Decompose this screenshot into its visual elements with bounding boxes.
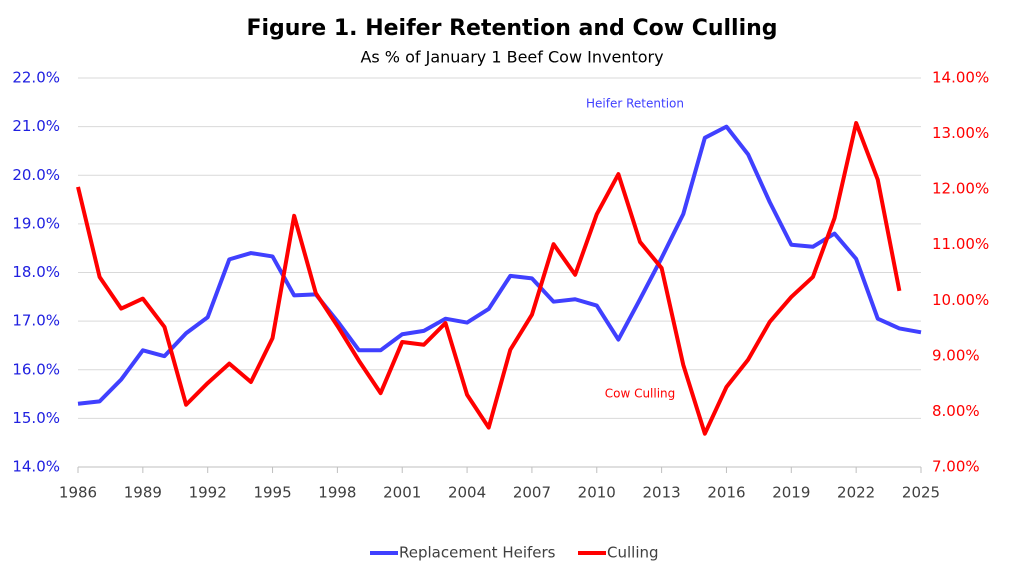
y2-tick-label: 9.00%: [932, 346, 980, 364]
y-tick-label: 14.0%: [12, 458, 60, 476]
x-tick-label: 2019: [772, 484, 810, 502]
y2-tick-label: 10.00%: [932, 291, 989, 309]
y-tick-label: 21.0%: [12, 117, 60, 135]
chart-title: Figure 1. Heifer Retention and Cow Culli…: [246, 16, 777, 41]
legend-label: Replacement Heifers: [399, 544, 556, 562]
y-tick-label: 22.0%: [12, 69, 60, 87]
y-tick-label: 16.0%: [12, 360, 60, 378]
legend-label: Culling: [607, 544, 659, 562]
x-tick-label: 2001: [383, 484, 421, 502]
x-tick-label: 1989: [124, 484, 162, 502]
y-tick-label: 18.0%: [12, 263, 60, 281]
x-tick-label: 2007: [513, 484, 551, 502]
y2-tick-label: 13.00%: [932, 124, 989, 142]
series-line: [76, 121, 902, 436]
y2-tick-label: 8.00%: [932, 402, 980, 420]
y-tick-label: 19.0%: [12, 214, 60, 232]
x-tick-label: 2013: [643, 484, 681, 502]
series-line: [77, 124, 922, 406]
x-tick-label: 1998: [318, 484, 356, 502]
x-tick-label: 2022: [837, 484, 875, 502]
y-tick-label: 20.0%: [12, 166, 60, 184]
x-tick-label: 1995: [253, 484, 291, 502]
y2-tick-label: 14.00%: [932, 69, 989, 87]
y-tick-label: 17.0%: [12, 312, 60, 330]
x-tick-label: 2004: [448, 484, 486, 502]
annotation: Cow Culling: [605, 387, 676, 401]
chart-subtitle: As % of January 1 Beef Cow Inventory: [360, 48, 663, 67]
annotation: Heifer Retention: [586, 97, 684, 111]
x-tick-label: 1986: [59, 484, 97, 502]
y2-tick-label: 12.00%: [932, 180, 989, 198]
y-tick-label: 15.0%: [12, 409, 60, 427]
x-tick-label: 1992: [189, 484, 227, 502]
x-tick-label: 2016: [707, 484, 745, 502]
y2-tick-label: 7.00%: [932, 458, 980, 476]
x-tick-label: 2025: [902, 484, 940, 502]
x-tick-label: 2010: [578, 484, 616, 502]
y2-tick-label: 11.00%: [932, 235, 989, 253]
